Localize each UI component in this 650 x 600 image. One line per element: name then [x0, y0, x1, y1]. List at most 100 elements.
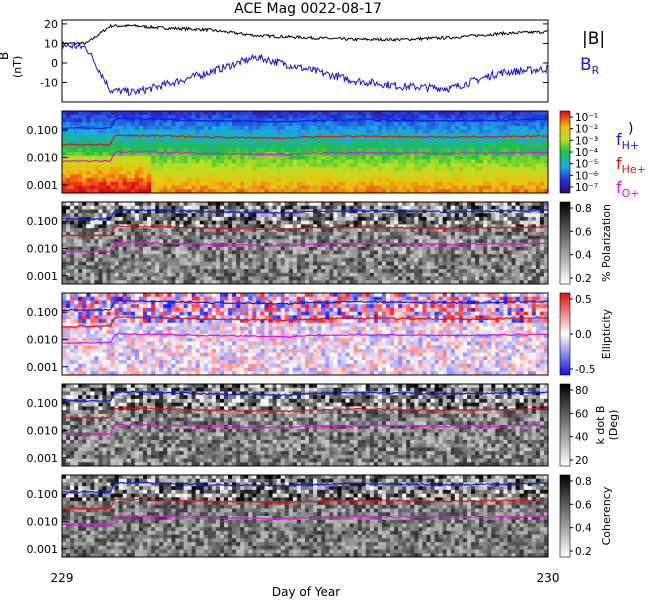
spectrogram-cell	[296, 261, 302, 266]
spectrogram-cell	[199, 280, 205, 285]
spectrogram-cell	[224, 178, 229, 183]
spectrogram-cell	[418, 174, 423, 179]
spectrogram-cell	[175, 243, 180, 248]
spectrogram-cell	[373, 152, 379, 157]
spectrogram-cell	[90, 152, 95, 157]
spectrogram-cell	[426, 246, 431, 251]
spectrogram-cell	[187, 152, 192, 157]
spectrogram-cell	[211, 137, 217, 142]
spectrogram-cell	[171, 163, 176, 168]
spectrogram-cell	[479, 216, 484, 222]
spectrogram-cell	[406, 257, 411, 263]
spectrogram-cell	[163, 155, 168, 160]
spectrogram-cell	[483, 174, 488, 179]
spectrogram-cell	[499, 185, 504, 190]
spectrogram-cell	[114, 246, 120, 251]
spectrogram-cell	[296, 202, 302, 207]
spectrogram-cell	[495, 189, 500, 194]
spectrogram-cell	[90, 243, 95, 248]
spectrogram-cell	[531, 129, 537, 134]
spectrogram-cell	[369, 272, 375, 277]
spectrogram-cell	[353, 137, 359, 142]
spectrogram-cell	[102, 228, 107, 233]
spectrogram-cell	[138, 144, 144, 149]
spectrogram-cell	[122, 144, 128, 149]
spectrogram-cell	[244, 246, 249, 251]
spectrogram-cell	[305, 280, 310, 285]
spectrogram-cell	[535, 189, 541, 194]
spectrogram-cell	[410, 250, 415, 255]
spectrogram-cell	[163, 235, 168, 240]
spectrogram-cell	[147, 276, 152, 281]
spectrogram-cell	[414, 181, 419, 186]
spectrogram-cell	[211, 261, 217, 266]
spectrogram-cell	[232, 155, 237, 160]
spectrogram-cell	[236, 170, 241, 175]
spectrogram-cell	[199, 185, 205, 190]
spectrogram-cell	[288, 209, 294, 214]
spectrogram-cell	[147, 185, 152, 190]
spectrogram-cell	[90, 209, 95, 214]
spectrogram-cell	[106, 205, 111, 210]
spectrogram-cell	[313, 148, 318, 153]
spectrogram-cell	[523, 159, 529, 164]
spectrogram-cell	[313, 181, 318, 186]
spectrogram-cell	[114, 239, 120, 244]
spectrogram-cell	[252, 269, 257, 274]
spectrogram-cell	[467, 235, 472, 240]
spectrogram-cell	[199, 205, 205, 210]
spectrogram-cell	[203, 228, 209, 233]
spectrogram-cell	[143, 170, 148, 175]
spectrogram-cell	[321, 261, 326, 266]
spectrogram-cell	[126, 174, 132, 179]
spectrogram-cell	[398, 250, 403, 255]
spectrogram-cell	[122, 216, 128, 222]
spectrogram-cell	[106, 122, 111, 127]
spectrogram-cell	[236, 148, 241, 153]
spectrogram-cell	[183, 261, 188, 266]
spectrogram-cell	[276, 269, 282, 274]
spectrogram-cell	[86, 122, 91, 127]
spectrogram-cell	[349, 224, 354, 229]
spectrogram-cell	[280, 137, 286, 142]
spectrogram-cell	[491, 152, 496, 157]
spectrogram-cell	[357, 174, 363, 179]
spectrogram-cell	[333, 178, 338, 183]
spectrogram-cell	[329, 144, 334, 149]
spectrogram-cell	[134, 235, 140, 240]
spectrogram-cell	[240, 122, 245, 127]
spectrogram-cell	[195, 170, 201, 175]
spectrogram-cell	[511, 148, 516, 153]
spectrogram-cell	[102, 174, 107, 179]
spectrogram-cell	[361, 239, 367, 244]
spectrogram-cell	[462, 220, 468, 225]
spectrogram-cell	[110, 178, 116, 183]
spectrogram-cell	[317, 224, 322, 229]
spectrogram-cell	[256, 257, 261, 263]
spectrogram-cell	[438, 272, 444, 277]
spectrogram-cell	[62, 220, 67, 225]
spectrogram-cell	[462, 265, 468, 270]
spectrogram-cell	[531, 181, 537, 186]
spectrogram-cell	[86, 185, 91, 190]
spectrogram-cell	[276, 257, 282, 263]
spectrogram-cell	[462, 205, 468, 210]
spectrogram-cell	[406, 216, 411, 222]
spectrogram-cell	[503, 166, 508, 172]
spectrogram-cell	[159, 265, 164, 270]
spectrogram-cell	[86, 133, 91, 138]
spectrogram-cell	[102, 276, 107, 281]
spectrogram-cell	[183, 137, 188, 142]
spectrogram-cell	[106, 202, 111, 207]
spectrogram-cell	[471, 280, 476, 285]
spectrogram-cell	[102, 254, 107, 259]
spectrogram-cell	[203, 114, 209, 119]
spectrogram-cell	[373, 254, 379, 259]
spectrogram-cell	[175, 163, 180, 168]
spectrogram-cell	[438, 239, 444, 244]
spectrogram-cell	[471, 125, 476, 131]
spectrogram-cell	[357, 205, 363, 210]
spectrogram-cell	[110, 174, 116, 179]
spectrogram-cell	[122, 254, 128, 259]
spectrogram-cell	[353, 174, 359, 179]
